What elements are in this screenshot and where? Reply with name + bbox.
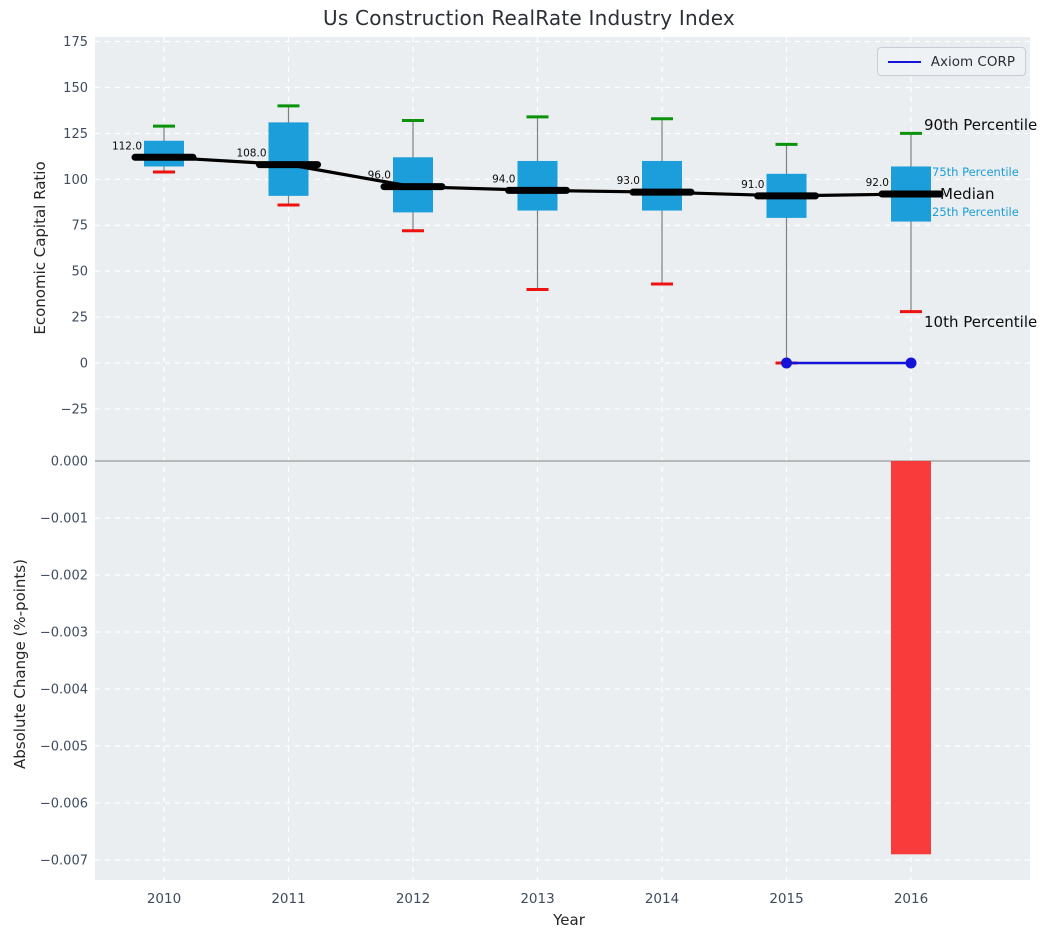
top-ytick-label: 150: [63, 81, 88, 96]
top-ytick-label: 100: [63, 173, 88, 188]
xtick-label-2011: 2011: [271, 891, 305, 907]
bottom-ytick-label: 0.000: [51, 455, 88, 470]
xtick-label-2013: 2013: [520, 891, 554, 907]
xtick-label-2010: 2010: [147, 891, 181, 907]
top-ytick-label: 25: [71, 311, 88, 326]
legend-label: Axiom CORP: [930, 53, 1015, 70]
top-y-axis-label: Economic Capital Ratio: [31, 161, 49, 335]
xtick-label-2016: 2016: [894, 891, 928, 907]
median-value-label-2014: 93.0: [617, 175, 640, 187]
iqr-box-2010: [144, 140, 184, 167]
annotation-25th-percentile: 25th Percentile: [932, 205, 1019, 219]
top-ytick-label: 0: [80, 357, 88, 372]
xtick-label-2012: 2012: [396, 891, 430, 907]
annotation-10th-percentile: 10th Percentile: [924, 313, 1038, 331]
legend: Axiom CORP: [877, 47, 1026, 76]
bottom-ytick-label: −0.006: [40, 797, 88, 812]
bottom-ytick-label: −0.007: [40, 854, 88, 869]
axiom-marker-2016: [905, 357, 917, 369]
plot-background: [95, 37, 1030, 880]
bottom-ytick-label: −0.005: [40, 740, 88, 755]
xtick-label-2014: 2014: [645, 891, 679, 907]
chart-title: Us Construction RealRate Industry Index: [323, 6, 735, 30]
bottom-ytick-label: −0.002: [40, 569, 88, 584]
bottom-ytick-label: −0.004: [40, 683, 88, 698]
bottom-y-axis-label: Absolute Change (%-points): [11, 559, 29, 769]
top-ytick-label: 75: [71, 219, 88, 234]
median-value-label-2011: 108.0: [236, 148, 266, 160]
top-ytick-label: 175: [63, 35, 88, 50]
change-bar-2016: [891, 461, 931, 855]
bottom-ytick-label: −0.001: [40, 512, 88, 527]
top-ytick-label: 50: [71, 265, 88, 280]
median-value-label-2013: 94.0: [492, 173, 515, 185]
iqr-box-2013: [517, 160, 558, 211]
top-ytick-label: −25: [61, 402, 88, 417]
top-ytick-label: 125: [63, 127, 88, 142]
legend-line-swatch-icon: [888, 60, 921, 63]
bottom-ytick-label: −0.003: [40, 626, 88, 641]
annotation-90th-percentile: 90th Percentile: [924, 116, 1038, 134]
annotation-75th-percentile: 75th Percentile: [932, 165, 1019, 179]
median-value-label-2015: 91.0: [741, 179, 764, 191]
annotation-median: Median: [940, 185, 995, 203]
xtick-label-2015: 2015: [769, 891, 803, 907]
x-axis-label: Year: [553, 911, 585, 929]
median-value-label-2012: 96.0: [368, 170, 391, 182]
iqr-box-2014: [642, 160, 682, 211]
median-value-label-2010: 112.0: [112, 140, 142, 152]
axiom-marker-2015: [781, 357, 792, 369]
median-value-label-2016: 92.0: [866, 177, 889, 189]
iqr-box-2011: [268, 122, 309, 196]
